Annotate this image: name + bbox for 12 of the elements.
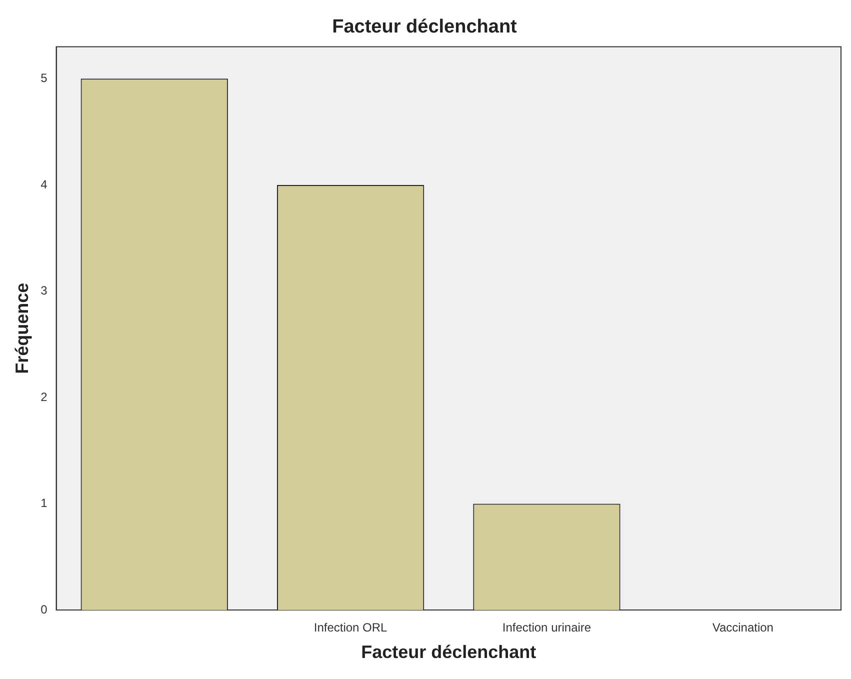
x-tick-label: Infection urinaire xyxy=(502,620,592,635)
x-tick-label: Vaccination xyxy=(712,620,774,635)
y-tick-label: 5 xyxy=(40,70,48,85)
y-tick-label: 0 xyxy=(40,602,48,616)
x-axis-title: Facteur déclenchant xyxy=(361,642,536,662)
y-tick-label: 4 xyxy=(40,177,48,192)
chart-title: Facteur déclenchant xyxy=(332,16,518,38)
y-tick-label: 2 xyxy=(40,390,48,404)
y-axis-title: Fréquence xyxy=(12,282,32,374)
y-tick-label: 1 xyxy=(40,496,48,510)
y-tick-label: 3 xyxy=(40,284,48,298)
x-tick-label: Infection ORL xyxy=(314,620,388,635)
